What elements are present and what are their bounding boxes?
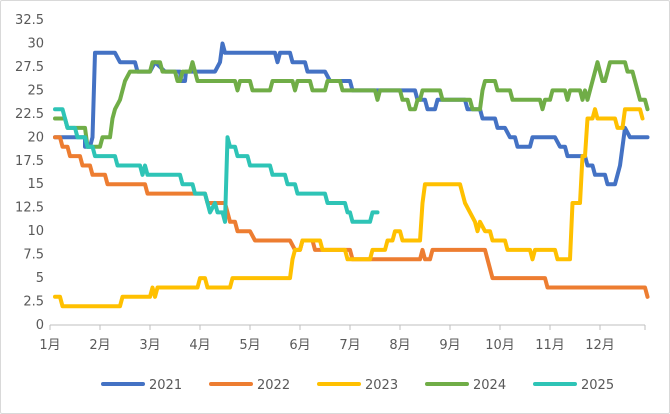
y-tick-label: 15 bbox=[27, 177, 44, 192]
x-tick-label: 12月 bbox=[585, 338, 615, 353]
x-tick-label: 8月 bbox=[389, 338, 410, 353]
x-tick-label: 2月 bbox=[89, 338, 110, 353]
y-tick-label: 32.5 bbox=[15, 13, 44, 28]
x-tick-label: 11月 bbox=[535, 338, 565, 353]
y-tick-label: 0 bbox=[36, 318, 44, 333]
x-tick-label: 3月 bbox=[139, 338, 160, 353]
legend-label-2021: 2021 bbox=[149, 378, 182, 393]
x-tick-label: 1月 bbox=[39, 338, 60, 353]
y-tick-label: 10 bbox=[27, 224, 44, 239]
legend: 2021 2022 2023 2024 2025 bbox=[101, 378, 614, 393]
y-tick-label: 22.5 bbox=[15, 107, 44, 122]
y-tick-label: 17.5 bbox=[15, 154, 44, 169]
x-tick-label: 6月 bbox=[289, 338, 310, 353]
series-line-2021 bbox=[53, 41, 650, 187]
series-layer bbox=[53, 41, 650, 309]
legend-label-2022: 2022 bbox=[257, 378, 290, 393]
y-tick-label: 20 bbox=[27, 130, 44, 145]
x-tick-label: 4月 bbox=[189, 338, 210, 353]
legend-label-2025: 2025 bbox=[581, 378, 614, 393]
y-tick-label: 25 bbox=[27, 83, 44, 98]
y-tick-label: 27.5 bbox=[15, 60, 44, 75]
y-tick-label: 5 bbox=[36, 271, 44, 286]
x-tick-label: 7月 bbox=[339, 338, 360, 353]
y-tick-label: 30 bbox=[27, 36, 44, 51]
y-tick-label: 2.5 bbox=[23, 295, 44, 310]
legend-label-2023: 2023 bbox=[365, 378, 398, 393]
y-tick-label: 7.5 bbox=[23, 248, 44, 263]
y-tick-label: 12.5 bbox=[15, 201, 44, 216]
x-tick-label: 10月 bbox=[485, 338, 515, 353]
legend-label-2024: 2024 bbox=[473, 378, 506, 393]
series-line-2023 bbox=[53, 107, 645, 309]
series-line-2024 bbox=[53, 60, 650, 149]
series-line-2022 bbox=[53, 135, 650, 299]
series-line-2025 bbox=[53, 107, 380, 224]
axes: 0 2.5 5 7.5 10 12.5 15 17.5 20 22.5 25 27.5 30 32.5 1月… bbox=[15, 13, 646, 353]
x-tick-label: 5月 bbox=[239, 338, 260, 353]
x-tick-label: 9月 bbox=[439, 338, 460, 353]
